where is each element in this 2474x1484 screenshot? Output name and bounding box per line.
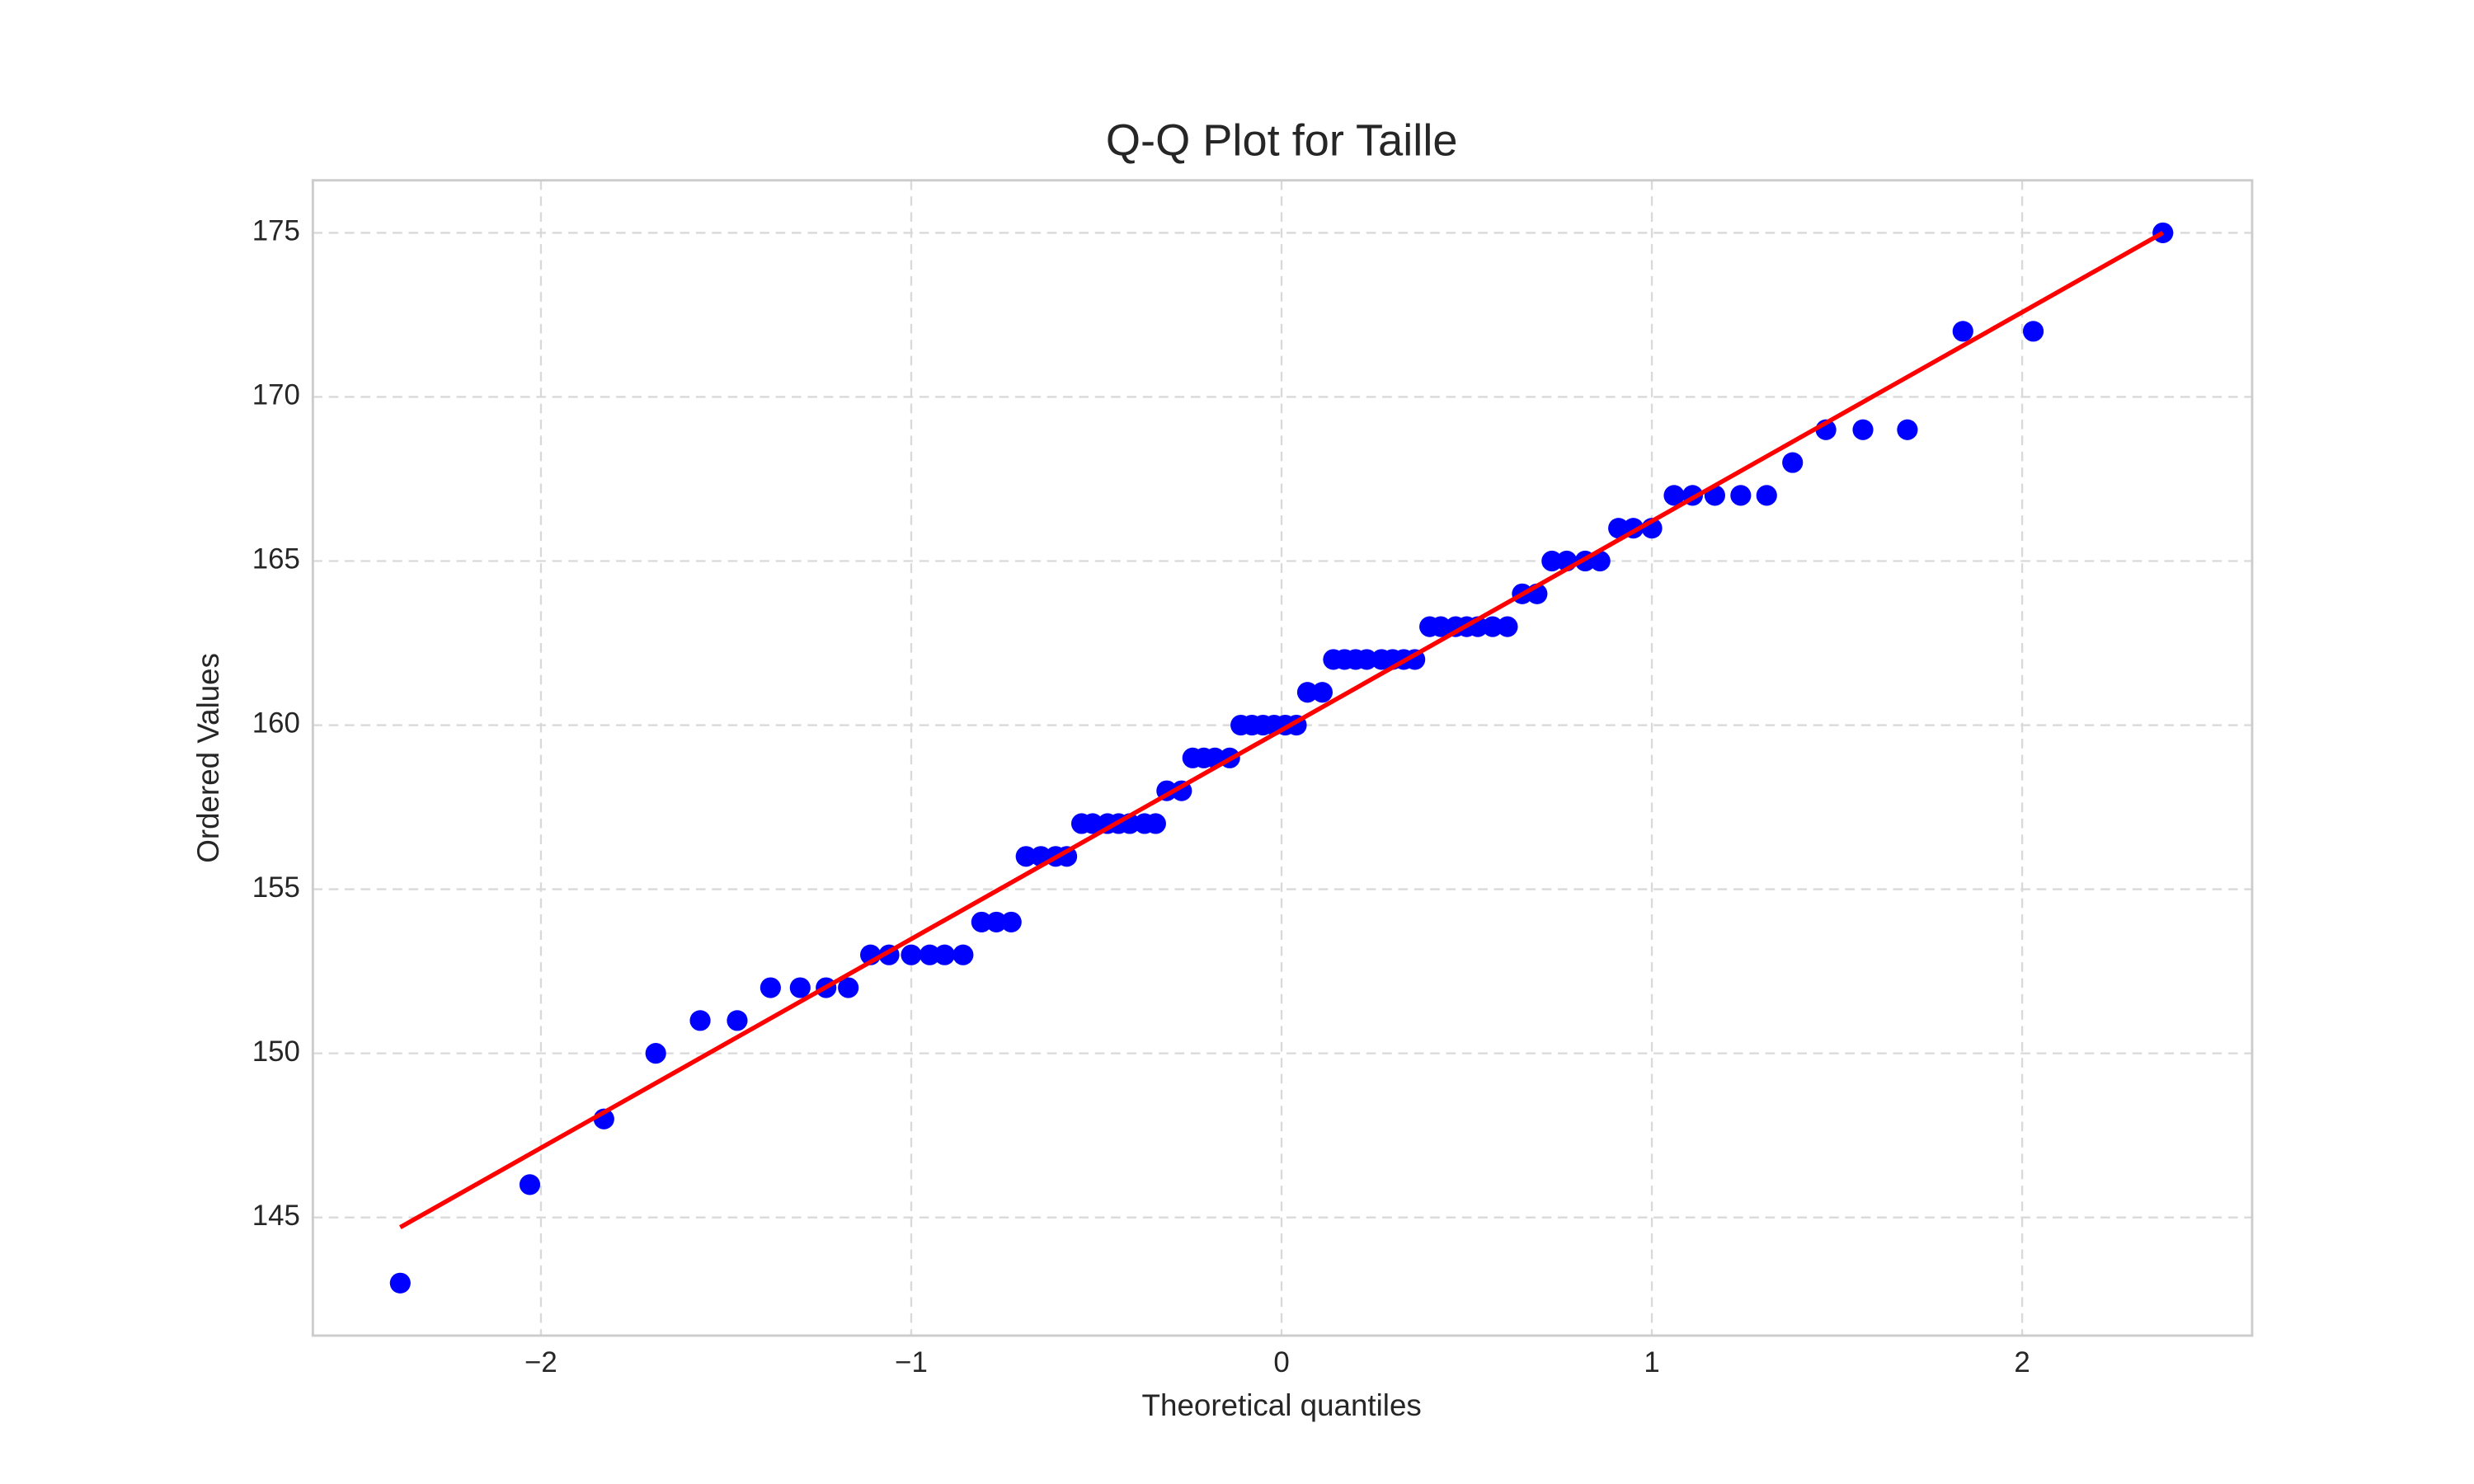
y-tick-label: 150 xyxy=(252,1036,300,1068)
point xyxy=(1000,911,1022,932)
y-axis-label: Ordered Values xyxy=(191,653,225,863)
point xyxy=(934,944,955,965)
point xyxy=(1756,485,1777,506)
y-tick-label: 175 xyxy=(252,215,300,247)
point xyxy=(1852,419,1874,440)
y-tick-label: 160 xyxy=(252,707,300,740)
point xyxy=(1952,321,1973,342)
point xyxy=(1497,616,1518,637)
point xyxy=(1782,452,1804,473)
point xyxy=(1356,649,1377,670)
point xyxy=(1145,813,1166,834)
point xyxy=(971,911,992,932)
point xyxy=(789,977,811,998)
point xyxy=(645,1043,666,1064)
point xyxy=(2023,321,2044,342)
chart-title: Q-Q Plot for Taille xyxy=(1106,116,1458,166)
point xyxy=(2152,222,2174,243)
point xyxy=(1663,485,1685,506)
y-tick-label: 165 xyxy=(252,543,300,575)
y-tick-label: 170 xyxy=(252,379,300,411)
y-tick-label: 155 xyxy=(252,871,300,904)
point xyxy=(1015,846,1037,867)
plot-frame xyxy=(311,179,2254,1337)
point xyxy=(1897,419,1918,440)
x-tick-label: 0 xyxy=(1273,1346,1289,1378)
x-tick-label: −1 xyxy=(895,1346,928,1378)
y-tick-label: 145 xyxy=(252,1200,300,1232)
point xyxy=(952,944,974,965)
point xyxy=(919,944,941,965)
point xyxy=(1541,550,1563,572)
point xyxy=(985,911,1007,932)
point xyxy=(519,1174,541,1195)
point xyxy=(727,1010,748,1031)
point xyxy=(1608,518,1630,539)
point xyxy=(1430,616,1451,637)
x-tick-label: −2 xyxy=(524,1346,557,1378)
point xyxy=(1482,616,1503,637)
point xyxy=(1311,682,1333,703)
point xyxy=(760,977,781,998)
point xyxy=(838,977,859,998)
x-tick-label: 1 xyxy=(1644,1346,1659,1378)
point xyxy=(389,1272,411,1294)
fit-line xyxy=(398,231,2165,1229)
point xyxy=(1082,813,1103,834)
point xyxy=(1056,846,1078,867)
x-tick-label: 2 xyxy=(2014,1346,2030,1378)
point xyxy=(1730,485,1752,506)
point xyxy=(1296,682,1319,703)
point xyxy=(901,944,922,965)
x-axis-label: Theoretical quantiles xyxy=(1142,1388,1422,1422)
point xyxy=(689,1010,711,1031)
